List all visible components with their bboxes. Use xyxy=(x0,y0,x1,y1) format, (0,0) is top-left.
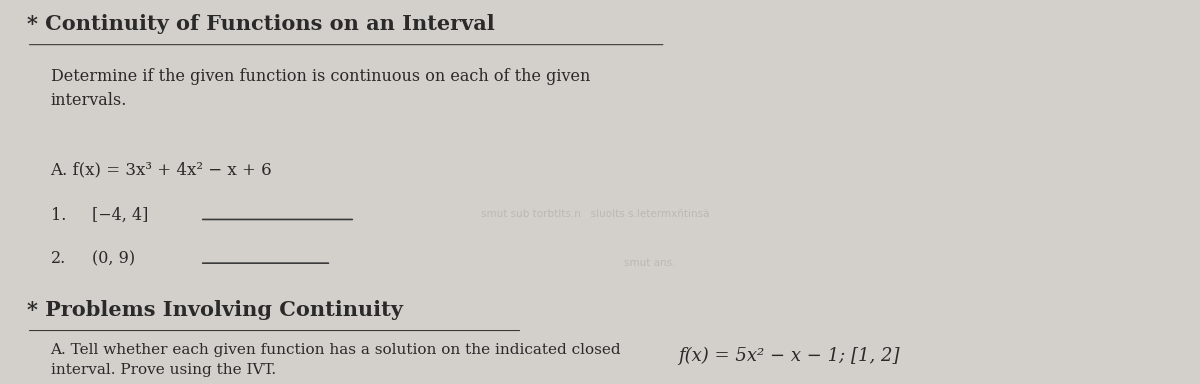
Text: [−4, 4]: [−4, 4] xyxy=(92,207,149,224)
Text: 2.: 2. xyxy=(50,250,66,267)
Text: Determine if the given function is continuous on each of the given
intervals.: Determine if the given function is conti… xyxy=(50,68,590,109)
Text: A. f(x) = 3x³ + 4x² − x + 6: A. f(x) = 3x³ + 4x² − x + 6 xyxy=(50,161,272,178)
Text: * Continuity of Functions on an Interval: * Continuity of Functions on an Interval xyxy=(26,14,494,34)
Text: (0, 9): (0, 9) xyxy=(92,250,136,267)
Text: f(x) = 5x² − x − 1; [1, 2]: f(x) = 5x² − x − 1; [1, 2] xyxy=(678,347,899,365)
Text: smut ans.: smut ans. xyxy=(624,258,676,268)
Text: * Problems Involving Continuity: * Problems Involving Continuity xyxy=(26,300,402,319)
Text: 1.: 1. xyxy=(50,207,66,224)
Text: A. Tell whether each given function has a solution on the indicated closed
inter: A. Tell whether each given function has … xyxy=(50,343,622,377)
Text: smut sub torbtlts.n   sluolts s.letermxñtinsä: smut sub torbtlts.n sluolts s.letermxñti… xyxy=(480,209,709,218)
